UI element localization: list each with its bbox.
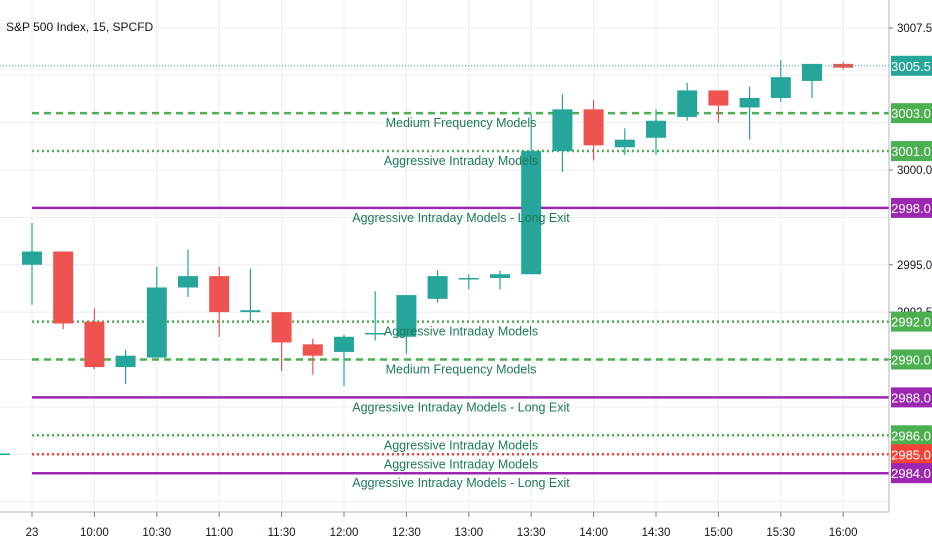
candle-body: [614, 139, 635, 148]
candle-body: [22, 251, 42, 265]
x-tick-label: 10:30: [142, 527, 171, 539]
candle-body: [739, 97, 760, 108]
x-tick-label: 14:00: [579, 527, 608, 539]
candle-body: [240, 310, 261, 313]
candle-body: [583, 109, 604, 146]
candle-body: [770, 77, 791, 98]
candle-body: [146, 287, 167, 358]
y-tick-label: 2995.0: [897, 260, 932, 272]
x-tick-label: 15:00: [704, 527, 733, 539]
candle-body: [178, 276, 198, 288]
candle-body: [427, 276, 448, 299]
level-price-badge: [891, 387, 932, 408]
candle-body: [334, 336, 354, 352]
level-annotation: Aggressive Intraday Models: [384, 438, 538, 452]
level-price-label: 2988.0: [891, 390, 931, 405]
x-tick-label: 11:00: [205, 527, 233, 539]
x-tick-label: 15:30: [766, 527, 795, 539]
candle-body: [396, 295, 417, 337]
x-tick-label: 16:00: [829, 527, 858, 539]
current-price-label: 3005.5: [891, 59, 931, 74]
candle-body: [708, 90, 729, 106]
current-price-badge: [891, 55, 932, 76]
level-price-label: 2984.0: [891, 466, 931, 481]
level-annotation: Medium Frequency Models: [386, 116, 537, 130]
candle-body: [84, 321, 105, 368]
x-tick-label: 14:30: [642, 527, 671, 539]
x-tick-label: 12:30: [392, 527, 421, 539]
level-price-badge: [891, 444, 932, 465]
candle-body: [209, 276, 230, 313]
candles: [22, 60, 854, 387]
x-tick-label: 12:00: [330, 527, 359, 539]
candle-body: [53, 251, 74, 324]
candle-body: [646, 120, 666, 138]
candle-body: [490, 274, 510, 279]
y-tick-label: 3007.5: [897, 23, 932, 35]
level-price-label: 3001.0: [891, 144, 931, 159]
x-tick-label: 11:30: [268, 527, 296, 539]
candle-body: [302, 344, 323, 356]
x-tick-label: 13:00: [454, 527, 483, 539]
chart-title: S&P 500 Index, 15, SPCFD: [6, 20, 154, 34]
level-annotation: Aggressive Intraday Models - Long Exit: [352, 211, 570, 225]
candle-body: [521, 151, 542, 275]
level-annotation: Medium Frequency Models: [386, 363, 537, 377]
candle-body: [365, 332, 386, 335]
level-price-label: 2985.0: [891, 447, 931, 462]
level-price-badge: [891, 349, 932, 370]
candle-body: [458, 278, 479, 280]
level-price-label: 2992.0: [891, 315, 931, 330]
x-tick-label: 23: [26, 527, 39, 539]
level-price-badge: [891, 103, 932, 124]
level-price-label: 2998.0: [891, 201, 931, 216]
level-price-badge: [891, 311, 932, 332]
level-annotation: Aggressive Intraday Models: [384, 154, 538, 168]
level-annotation: Aggressive Intraday Models - Long Exit: [352, 476, 570, 490]
x-tick-label: 10:00: [80, 527, 109, 539]
y-tick-label: 3000.0: [897, 165, 932, 177]
level-annotation: Aggressive Intraday Models: [384, 325, 538, 339]
level-price-badge: [891, 425, 932, 446]
candle-body: [271, 312, 292, 343]
candle-body: [115, 355, 136, 368]
level-price-badge: [891, 197, 932, 218]
level-price-label: 3003.0: [891, 106, 931, 121]
x-tick-label: 13:30: [517, 527, 546, 539]
level-price-badge: [891, 141, 932, 162]
candle-body: [552, 109, 573, 152]
candle-body: [677, 90, 698, 117]
level-price-label: 2990.0: [891, 353, 931, 368]
level-lines: [0, 111, 889, 475]
level-annotation: Aggressive Intraday Models - Long Exit: [352, 400, 570, 414]
level-price-label: 2986.0: [891, 428, 931, 443]
level-price-badge: [891, 463, 932, 484]
level-annotations: Medium Frequency Models Aggressive Intrad…: [352, 116, 570, 490]
candle-body: [802, 63, 822, 81]
level-annotation: Aggressive Intraday Models: [384, 457, 538, 471]
